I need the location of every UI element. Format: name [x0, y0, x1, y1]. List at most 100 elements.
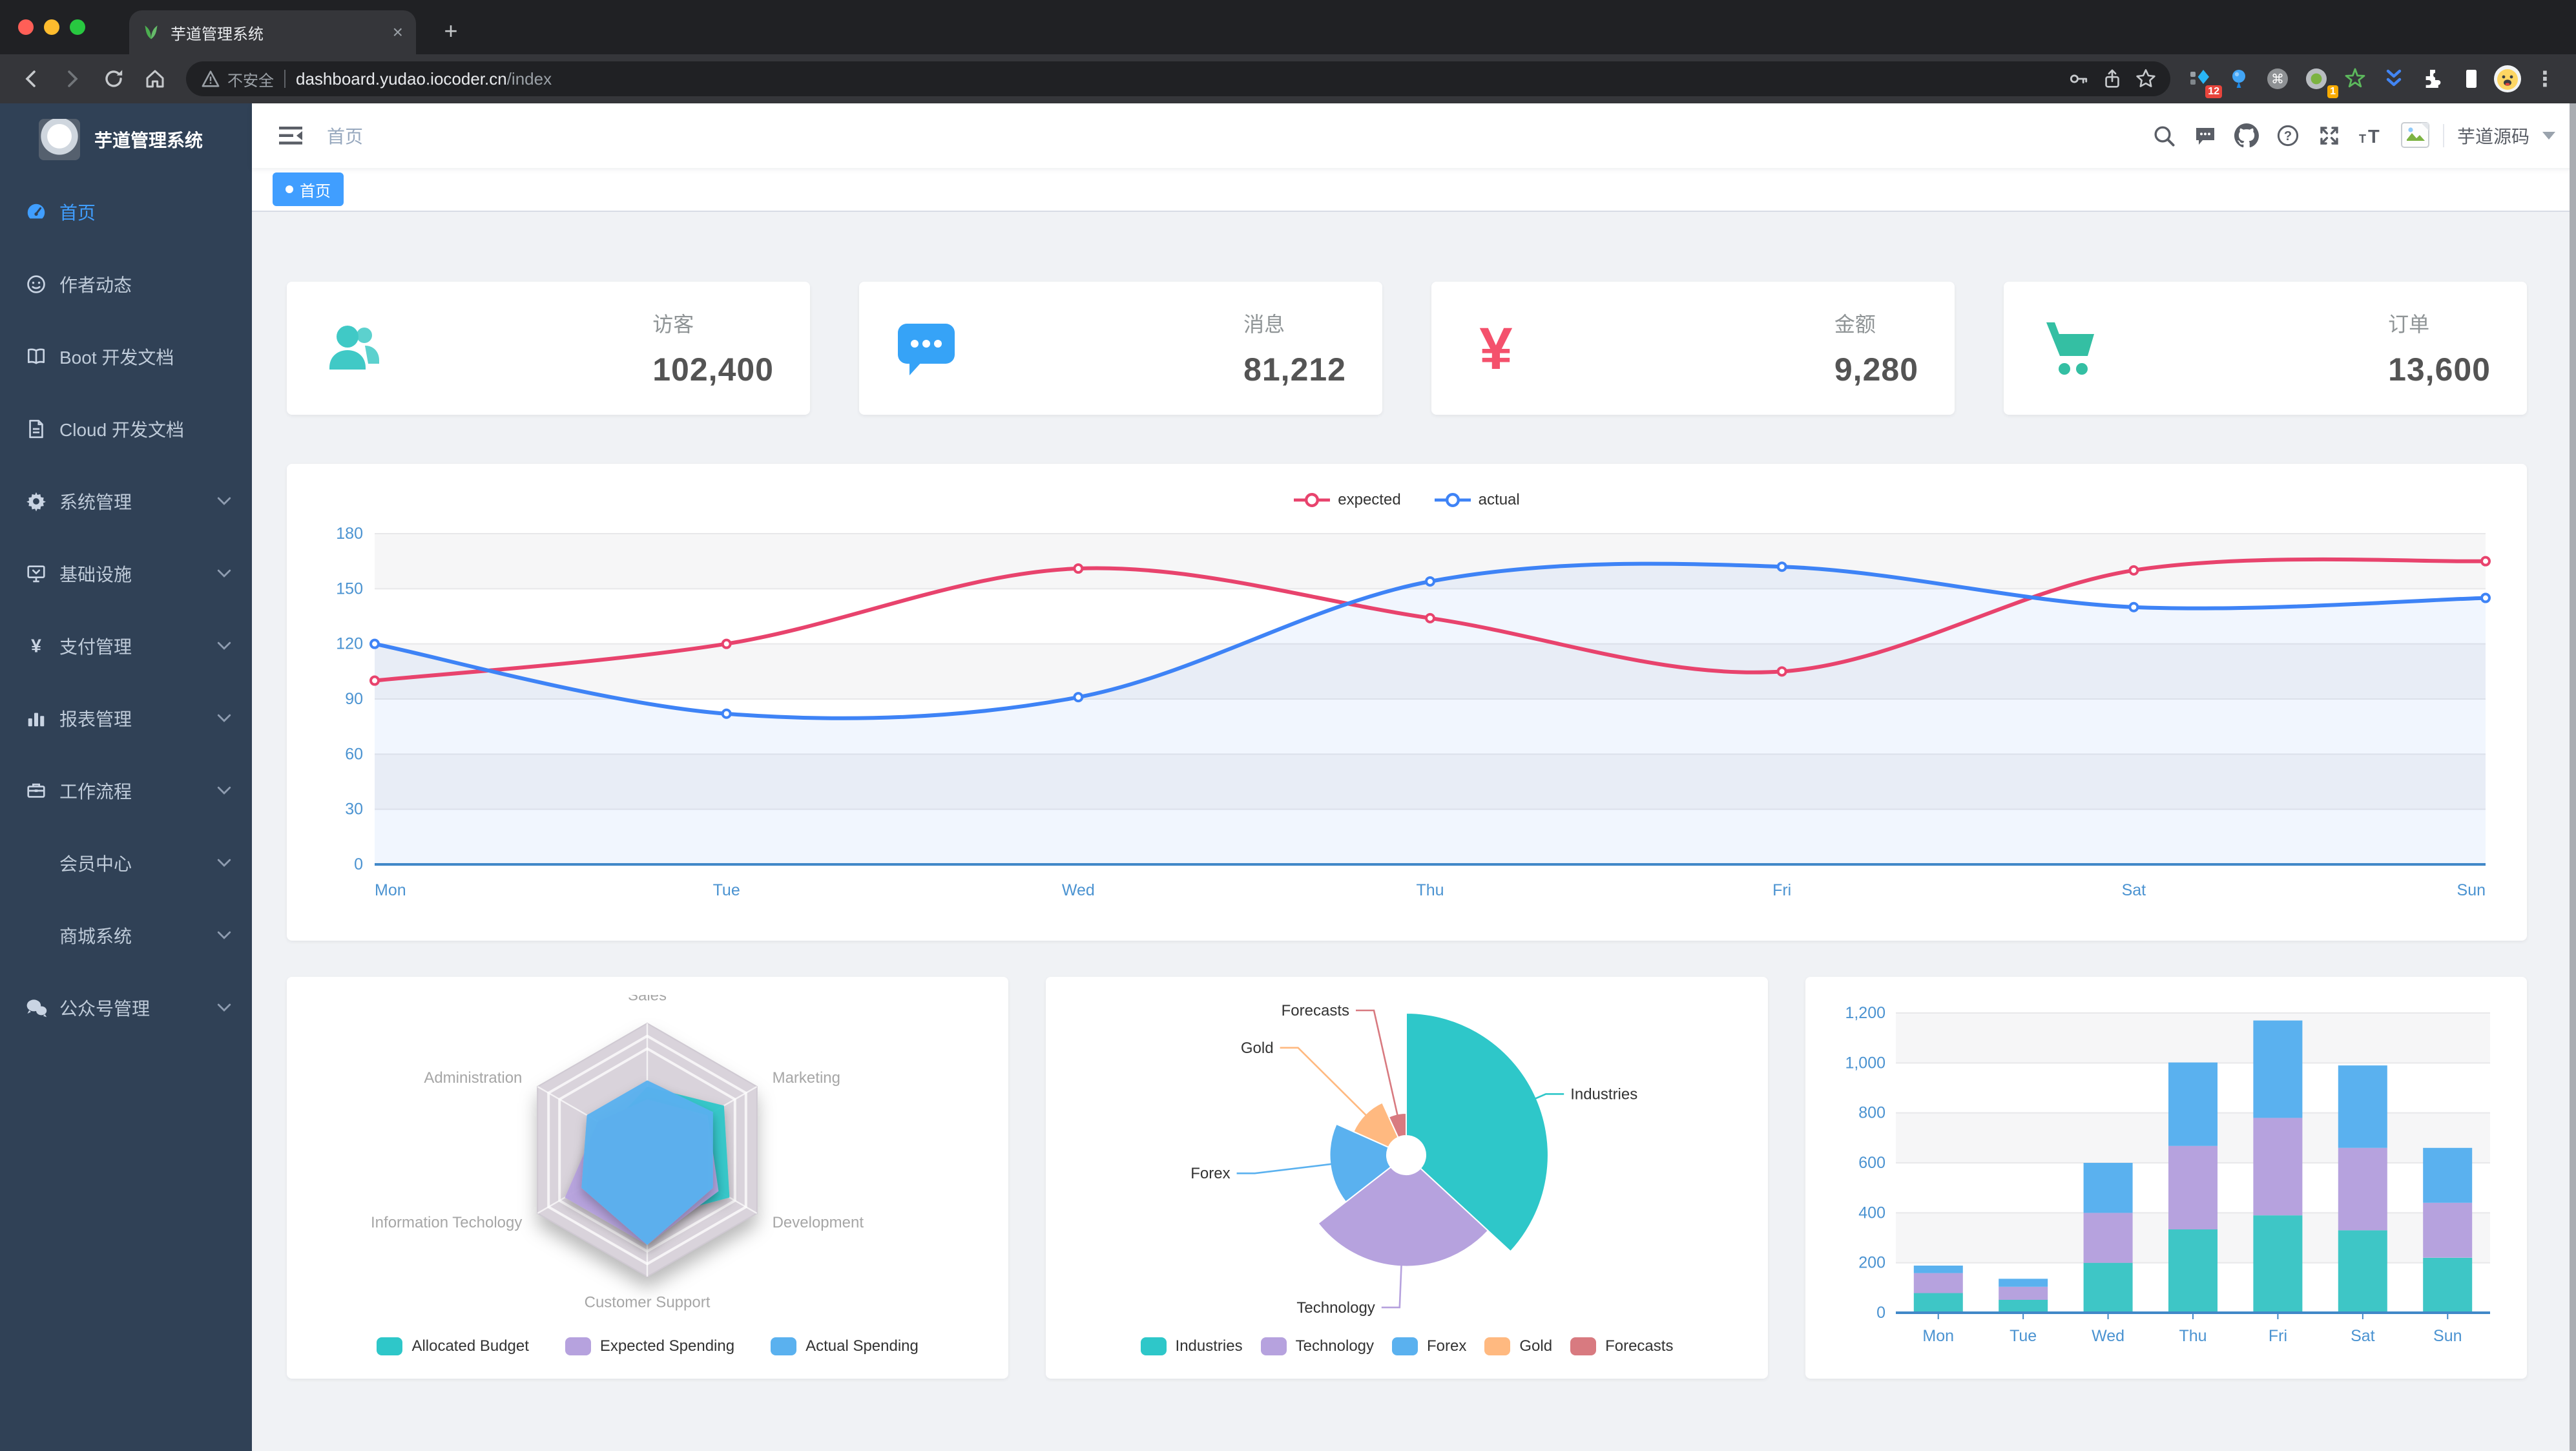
- sidebar-item-9[interactable]: 会员中心: [0, 827, 252, 899]
- site-security-chip[interactable]: 不安全: [202, 68, 274, 90]
- bookmark-star-icon[interactable]: [2129, 62, 2163, 96]
- sidebar-item-0[interactable]: 首页: [0, 176, 252, 248]
- sidebar-item-label: 支付管理: [59, 637, 132, 657]
- stat-label: 访客: [652, 313, 694, 336]
- browser-menu-icon[interactable]: ⋮: [2535, 67, 2555, 90]
- forward-icon[interactable]: [54, 61, 90, 97]
- sidebar-item-3[interactable]: Cloud 开发文档: [0, 393, 252, 465]
- address-bar[interactable]: 不安全 dashboard.yudao.iocoder.cn/index: [186, 61, 2170, 96]
- extension-star-icon[interactable]: [2338, 62, 2372, 96]
- home-icon[interactable]: [137, 61, 173, 97]
- sidebar-item-4[interactable]: 系统管理: [0, 465, 252, 538]
- svg-text:180: 180: [336, 525, 363, 543]
- stat-card-1[interactable]: 消息 81,212: [859, 282, 1382, 415]
- svg-text:Fri: Fri: [1772, 881, 1791, 899]
- legend-item-0[interactable]: Industries: [1140, 1337, 1243, 1355]
- profile-avatar[interactable]: [2493, 65, 2522, 93]
- sidebar-item-7[interactable]: 报表管理: [0, 682, 252, 755]
- legend-item-1[interactable]: Expected Spending: [565, 1337, 734, 1355]
- new-tab-button[interactable]: +: [444, 17, 458, 44]
- window-close-button[interactable]: [18, 19, 34, 35]
- sidebar-item-1[interactable]: 作者动态: [0, 248, 252, 320]
- extensions-puzzle-icon[interactable]: [2416, 62, 2449, 96]
- tags-view: 首页: [252, 168, 2576, 212]
- legend-item-1[interactable]: Technology: [1260, 1337, 1374, 1355]
- tab-close-icon[interactable]: ×: [392, 22, 403, 42]
- browser-tabbar: 芋道管理系统 × +: [0, 0, 2576, 54]
- extension-command-icon[interactable]: ⌘: [2261, 62, 2294, 96]
- sidebar-item-2[interactable]: Boot 开发文档: [0, 320, 252, 393]
- svg-text:Thu: Thu: [2179, 1327, 2207, 1345]
- stat-card-2[interactable]: ¥ 金额 9,280: [1431, 282, 1955, 415]
- legend-item-actual[interactable]: actual: [1434, 491, 1520, 509]
- legend-marker-icon: [1434, 492, 1471, 508]
- legend-item-0[interactable]: Allocated Budget: [377, 1337, 529, 1355]
- sidebar-item-10[interactable]: 商城系统: [0, 899, 252, 972]
- browser-tab[interactable]: 芋道管理系统 ×: [129, 10, 416, 54]
- window-minimize-button[interactable]: [44, 19, 59, 35]
- sidebar-logo[interactable]: 芋道管理系统: [0, 103, 252, 176]
- reload-icon[interactable]: [96, 61, 132, 97]
- stat-card-0[interactable]: 访客 102,400: [287, 282, 810, 415]
- message-icon: [895, 320, 957, 377]
- sidebar-item-5[interactable]: 基础设施: [0, 538, 252, 610]
- divider: [2442, 124, 2444, 147]
- hamburger-icon[interactable]: [273, 119, 309, 152]
- sidebar-item-11[interactable]: 公众号管理: [0, 972, 252, 1044]
- sidebar-item-label: 会员中心: [59, 854, 132, 874]
- back-icon[interactable]: [13, 61, 49, 97]
- extension-grid-diamond-icon[interactable]: 12: [2183, 62, 2222, 98]
- svg-text:90: 90: [345, 690, 363, 708]
- extension-panel-icon[interactable]: [2455, 62, 2488, 96]
- extension-record-icon[interactable]: 1: [2300, 62, 2338, 98]
- svg-text:T: T: [2359, 132, 2366, 145]
- window-zoom-button[interactable]: [70, 19, 85, 35]
- sidebar-item-8[interactable]: 工作流程: [0, 755, 252, 827]
- visits-line-chart: 0 30 60 90 120 150 180 Mon Tue Wed Thu Fri Sat Sun: [307, 518, 2506, 911]
- tab-title: 芋道管理系统: [171, 25, 264, 43]
- legend-item-2[interactable]: Forex: [1392, 1337, 1466, 1355]
- legend-item-expected[interactable]: expected: [1294, 491, 1401, 509]
- svg-text:60: 60: [345, 745, 363, 763]
- user-avatar-broken-image-icon[interactable]: [2400, 121, 2433, 150]
- infra-icon: [21, 563, 52, 585]
- sidebar-item-label: 作者动态: [59, 275, 132, 295]
- svg-text:Tue: Tue: [2010, 1327, 2037, 1345]
- extension-chevrons-icon[interactable]: [2377, 62, 2411, 96]
- app-frame: 芋道管理系统 首页作者动态 Boot 开发文档 Cloud 开发文档系统管理 基础设施…: [0, 103, 2576, 1451]
- share-icon[interactable]: [2095, 62, 2129, 96]
- search-icon[interactable]: [2145, 116, 2183, 155]
- sidebar-item-6[interactable]: ¥ 支付管理: [0, 610, 252, 682]
- fullscreen-icon[interactable]: [2310, 116, 2349, 155]
- svg-text:¥: ¥: [1479, 317, 1512, 379]
- logo-avatar: [39, 119, 80, 160]
- extension-balloon-icon[interactable]: [2222, 62, 2256, 96]
- legend-item-2[interactable]: Actual Spending: [771, 1337, 919, 1355]
- tag-0[interactable]: 首页: [273, 172, 344, 206]
- extension-badge: 1: [2327, 85, 2338, 98]
- page-scrollbar[interactable]: [2570, 103, 2576, 1451]
- help-icon[interactable]: ?: [2269, 116, 2307, 155]
- svg-text:Forecasts: Forecasts: [1282, 1002, 1349, 1019]
- legend-item-4[interactable]: Forecasts: [1570, 1337, 1673, 1355]
- user-name[interactable]: 芋道源码: [2457, 127, 2529, 147]
- sidebar-item-label: 工作流程: [59, 782, 132, 802]
- chevron-down-icon: [217, 569, 231, 578]
- chevron-down-icon: [217, 1003, 231, 1012]
- stat-card-3[interactable]: 订单 13,600: [2004, 282, 2527, 415]
- legend-item-3[interactable]: Gold: [1484, 1337, 1552, 1355]
- svg-text:Information Techology: Information Techology: [371, 1214, 522, 1231]
- legend-marker-icon: [1294, 492, 1331, 508]
- message-icon[interactable]: [2186, 116, 2225, 155]
- password-key-icon[interactable]: [2062, 62, 2095, 96]
- svg-text:Forex: Forex: [1191, 1165, 1231, 1182]
- svg-text:1,200: 1,200: [1845, 1004, 1885, 1022]
- chevron-down-icon: [217, 497, 231, 506]
- peoples-icon: [323, 318, 390, 378]
- github-icon[interactable]: [2227, 116, 2266, 155]
- sidebar-item-label: Cloud 开发文档: [59, 420, 184, 440]
- chevron-down-icon[interactable]: [2542, 132, 2555, 140]
